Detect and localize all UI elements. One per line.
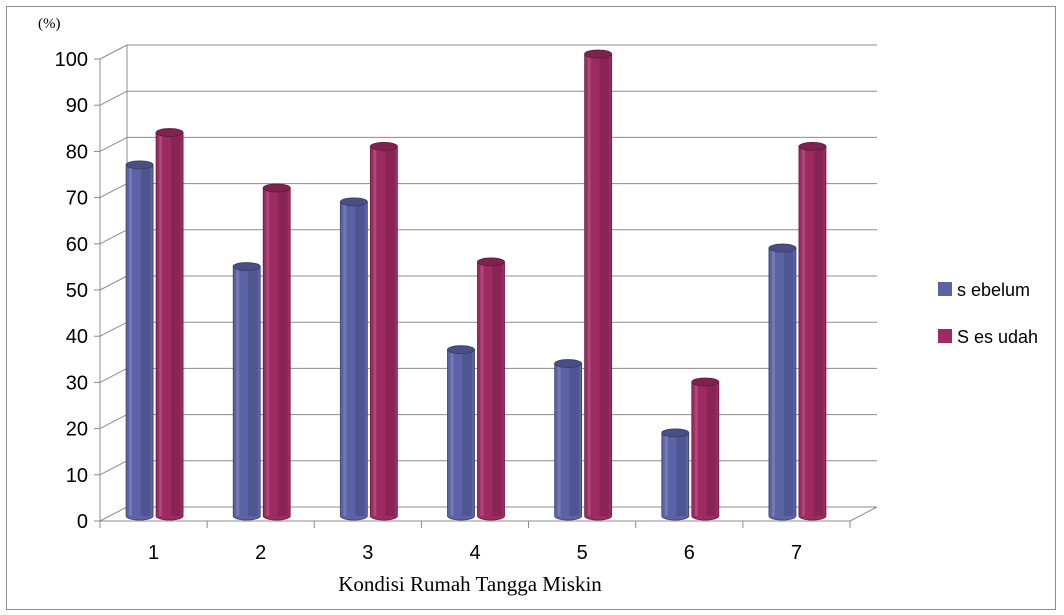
bar-top [155, 128, 184, 137]
bar-sesudah [155, 128, 184, 521]
bar-shade [783, 248, 794, 517]
bar-highlight [236, 266, 240, 516]
bar-top [339, 197, 368, 207]
y-tick-label: 100 [55, 49, 88, 71]
bar-top [232, 262, 261, 271]
depth-gridline [99, 367, 128, 383]
bar-shade [170, 132, 181, 517]
bar-top [554, 359, 583, 368]
y-tick-label: 70 [66, 188, 88, 210]
bar-sebelum [232, 262, 261, 521]
bar-sesudah [691, 377, 720, 521]
bar-highlight [480, 261, 484, 516]
bar-sebelum [768, 243, 797, 521]
depth-gridline [99, 275, 128, 291]
bar-highlight [373, 146, 377, 516]
bar-highlight [587, 54, 591, 516]
depth-gridline [99, 414, 128, 430]
bar-shade [676, 432, 687, 516]
legend-swatch [938, 329, 952, 343]
depth-gridline [99, 229, 128, 245]
bar-sesudah [369, 141, 398, 521]
bar-highlight [557, 363, 561, 516]
x-tick-label: 7 [791, 542, 802, 564]
bar-sebelum [125, 160, 154, 521]
bar-layer [125, 49, 827, 521]
y-tick-label: 40 [66, 326, 88, 348]
bar-highlight [159, 132, 163, 517]
y-tick-label: 80 [66, 141, 88, 163]
bar-sesudah [262, 183, 291, 521]
y-tick-label: 60 [66, 234, 88, 256]
bar-top [584, 49, 613, 59]
bar-shade [492, 261, 502, 516]
bar-sebelum [447, 345, 475, 521]
bar-top [661, 428, 690, 438]
x-tick-label: 2 [255, 542, 266, 564]
y-tick-label: 90 [66, 95, 88, 117]
y-tick-label: 50 [66, 280, 88, 302]
bar-highlight [664, 432, 668, 516]
bar-shade [355, 201, 365, 516]
bar-shade [569, 363, 579, 516]
bar-top [369, 141, 398, 151]
depth-gridline [99, 183, 128, 199]
x-tick-label: 4 [469, 542, 480, 564]
unit-label: (%) [38, 16, 61, 32]
bar-highlight [801, 146, 805, 516]
x-tick-label: 3 [362, 542, 373, 564]
bar-top [768, 243, 797, 253]
x-tick-label: 5 [577, 542, 588, 564]
depth-gridline [99, 321, 128, 337]
bar-highlight [129, 164, 133, 516]
legend-label: S es udah [957, 327, 1038, 347]
bar-shade [599, 54, 609, 516]
bar-shade [278, 187, 288, 517]
bar-highlight [343, 201, 347, 516]
bar-highlight [694, 382, 698, 516]
bar-sesudah [584, 49, 613, 521]
bar-sebelum [339, 197, 368, 521]
x-axis-title: Kondisi Rumah Tangga Miskin [338, 572, 602, 596]
bar-top [691, 377, 720, 387]
bar-top [798, 141, 827, 151]
bar-sebelum [554, 359, 583, 521]
depth-gridline [99, 44, 128, 60]
bar-sesudah [798, 141, 827, 521]
bar-shade [140, 164, 151, 516]
legend: s ebelum S es udah [938, 280, 1038, 347]
bar-sesudah [477, 257, 505, 521]
legend-label: s ebelum [957, 280, 1030, 300]
bar-shade [813, 146, 824, 516]
bar-top [262, 183, 291, 193]
depth-gridline [99, 506, 128, 522]
bar-shade [462, 349, 472, 516]
y-tick-label: 30 [66, 372, 88, 394]
bar-highlight [771, 248, 775, 517]
bar-shade [248, 266, 258, 516]
y-tick-label: 20 [66, 419, 88, 441]
bar-top [125, 160, 154, 170]
depth-gridline [99, 90, 128, 106]
y-tick-label: 0 [77, 511, 88, 533]
x-tick-label: 1 [148, 542, 159, 564]
bar-top [447, 345, 475, 355]
depth-gridline [99, 136, 128, 152]
axis-layer: 0 10 20 30 40 50 60 70 80 90 100 1 2 3 4 5 6 7 [55, 49, 851, 564]
bar-shade [385, 146, 395, 516]
y-tick-label: 10 [66, 465, 88, 487]
bar-sebelum [661, 428, 690, 521]
floor-edge [849, 506, 878, 522]
bar-top [477, 257, 505, 267]
bar-highlight [266, 187, 270, 517]
depth-gridline [99, 460, 128, 476]
legend-swatch [938, 282, 952, 296]
bar-highlight [450, 349, 454, 516]
x-tick-label: 6 [684, 542, 695, 564]
bar-shade [706, 382, 717, 516]
